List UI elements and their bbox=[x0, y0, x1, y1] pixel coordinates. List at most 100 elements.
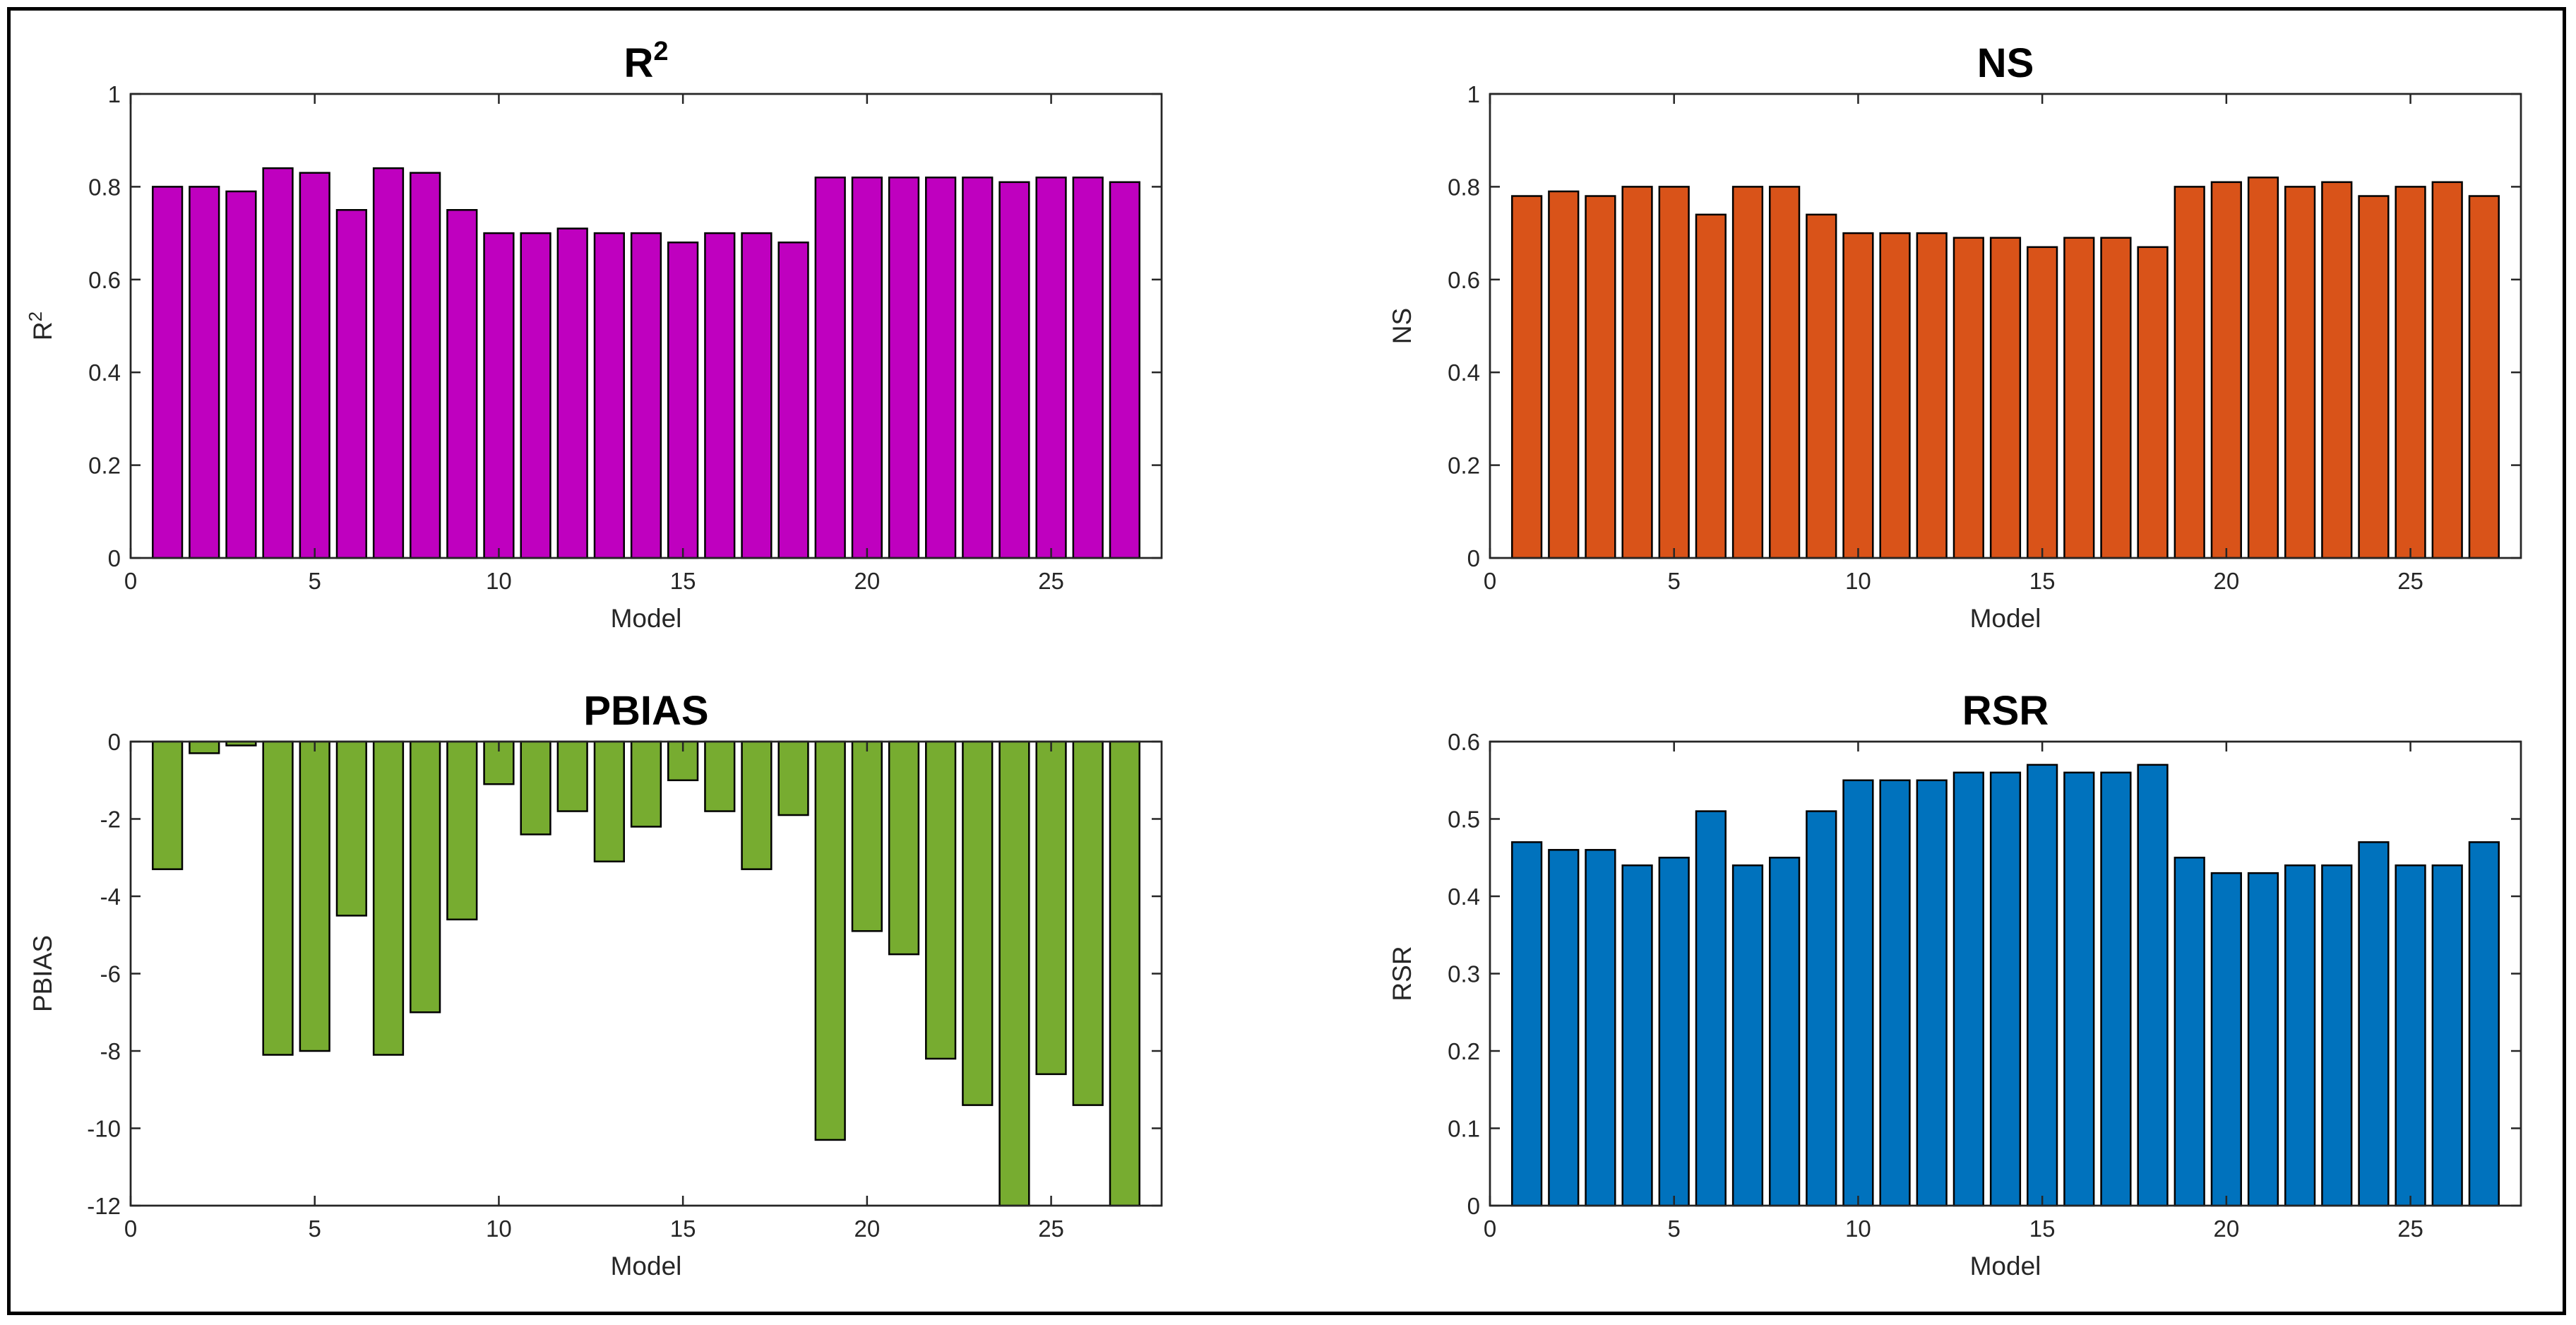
bar-model-13 bbox=[1952, 237, 1984, 559]
y-tick-label: -10 bbox=[87, 1116, 121, 1142]
bar-model-17 bbox=[2100, 237, 2132, 559]
bar-model-4 bbox=[1621, 864, 1653, 1207]
bar-model-11 bbox=[520, 740, 551, 836]
y-tick-label: 0 bbox=[108, 545, 121, 571]
bar-model-5 bbox=[1658, 186, 1690, 559]
y-tick-label: 0.6 bbox=[1448, 729, 1480, 755]
bar-model-4 bbox=[262, 740, 294, 1056]
x-tick-label: 25 bbox=[1038, 568, 1064, 594]
bar-model-18 bbox=[2137, 763, 2169, 1207]
x-tick-label: 5 bbox=[1668, 568, 1681, 594]
x-tick-label: 20 bbox=[2213, 1216, 2239, 1242]
y-tick-label: 0 bbox=[1467, 1193, 1480, 1219]
bar-model-20 bbox=[2210, 181, 2242, 559]
bar-model-2 bbox=[1548, 849, 1580, 1207]
y-tick-label: 0.2 bbox=[1448, 1038, 1480, 1064]
bar-model-27 bbox=[1109, 740, 1140, 1207]
bar-model-13 bbox=[1952, 771, 1984, 1207]
bar-model-22 bbox=[2284, 864, 2316, 1207]
bar-model-25 bbox=[1035, 740, 1067, 1076]
bar-model-12 bbox=[556, 227, 588, 559]
bar-model-26 bbox=[1072, 177, 1104, 559]
x-tick-label: 15 bbox=[670, 1216, 696, 1242]
bar-model-24 bbox=[998, 740, 1030, 1207]
bar-model-16 bbox=[2063, 237, 2095, 559]
bar-model-10 bbox=[1842, 232, 1874, 559]
bar-model-19 bbox=[814, 177, 846, 559]
x-tick-label: 20 bbox=[854, 568, 880, 594]
bar-model-19 bbox=[2174, 857, 2205, 1207]
x-tick-label: 0 bbox=[1484, 568, 1496, 594]
y-tick-label: 1 bbox=[108, 81, 121, 107]
bar-model-2 bbox=[1548, 190, 1580, 559]
bar-model-12 bbox=[1916, 232, 1948, 559]
bar-model-18 bbox=[777, 740, 809, 816]
bar-model-22 bbox=[925, 177, 957, 559]
bar-model-4 bbox=[1621, 186, 1653, 559]
bar-model-7 bbox=[1731, 864, 1764, 1207]
y-tick-label: 0.3 bbox=[1448, 961, 1480, 987]
bar-model-20 bbox=[2210, 872, 2242, 1207]
chart-title: PBIAS bbox=[583, 688, 708, 734]
bar-model-23 bbox=[962, 177, 994, 559]
bar-model-17 bbox=[741, 740, 773, 870]
x-tick-label: 5 bbox=[1668, 1216, 1681, 1242]
bar-model-23 bbox=[2321, 864, 2353, 1207]
bar-model-20 bbox=[851, 740, 883, 932]
y-tick-label: 0 bbox=[1467, 545, 1480, 571]
bar-model-11 bbox=[1879, 779, 1911, 1207]
y-axis-label: R2 bbox=[25, 311, 57, 340]
chart-ns: 0 5 10 15 20 25 0 0.2 0.4 0.6 0.8 1 NS Model NS bbox=[1388, 40, 2522, 633]
axes-outline bbox=[1489, 93, 2522, 559]
bar-model-6 bbox=[1695, 810, 1727, 1207]
bar-model-21 bbox=[888, 740, 920, 956]
bar-model-22 bbox=[925, 740, 957, 1060]
bar-model-25 bbox=[1035, 177, 1067, 559]
y-tick-label: 0.2 bbox=[1448, 453, 1480, 479]
bar-model-13 bbox=[593, 232, 625, 559]
chart-pbias: 0 5 10 15 20 25 -12 -10 -8 -6 -4 -2 0 PBIAS Model PBIAS bbox=[28, 688, 1163, 1281]
bar-model-19 bbox=[2174, 186, 2205, 559]
bar-model-14 bbox=[630, 232, 662, 559]
title-superscript: 2 bbox=[653, 37, 668, 66]
y-axis-label: NS bbox=[1388, 308, 1417, 344]
bar-model-3 bbox=[225, 190, 257, 559]
bar-model-16 bbox=[2063, 771, 2095, 1207]
y-tick-label: -4 bbox=[100, 884, 121, 910]
chart-rsr: 0 5 10 15 20 25 0 0.1 0.2 0.3 0.4 0.5 0.6 RSR Model RSR bbox=[1388, 688, 2522, 1281]
y-tick-label: -8 bbox=[100, 1038, 121, 1064]
y-tick-label: 1 bbox=[1467, 81, 1480, 107]
bar-model-9 bbox=[446, 209, 478, 559]
bar-model-18 bbox=[2137, 246, 2169, 559]
x-tick-label: 5 bbox=[309, 568, 321, 594]
bar-model-11 bbox=[520, 232, 551, 559]
bar-model-26 bbox=[2431, 181, 2463, 559]
bar-model-1 bbox=[1511, 195, 1543, 559]
bar-model-27 bbox=[1109, 181, 1140, 559]
bar-model-10 bbox=[483, 232, 515, 559]
bar-model-21 bbox=[888, 177, 920, 559]
bar-model-15 bbox=[2027, 763, 2058, 1207]
bar-model-2 bbox=[189, 186, 220, 559]
bar-model-16 bbox=[704, 740, 736, 812]
x-tick-label: 15 bbox=[670, 568, 696, 594]
bar-model-2 bbox=[189, 740, 220, 754]
bar-model-21 bbox=[2247, 872, 2279, 1207]
chart-title: RSR bbox=[1962, 688, 2049, 734]
x-tick-label: 20 bbox=[854, 1216, 880, 1242]
bar-model-26 bbox=[1072, 740, 1104, 1106]
bar-model-3 bbox=[1585, 195, 1616, 559]
bar-model-14 bbox=[630, 740, 662, 828]
bar-model-12 bbox=[556, 740, 588, 812]
bar-model-19 bbox=[814, 740, 846, 1141]
chart-r2: 0 5 10 15 20 25 0 0.2 0.4 0.6 0.8 1 R2 Model R2 bbox=[25, 37, 1163, 633]
bar-model-7 bbox=[372, 740, 405, 1056]
bar-model-14 bbox=[1989, 237, 2022, 559]
y-tick-label: 0.4 bbox=[1448, 360, 1480, 386]
x-tick-label: 0 bbox=[124, 1216, 137, 1242]
x-tick-label: 5 bbox=[309, 1216, 321, 1242]
x-tick-label: 10 bbox=[486, 1216, 512, 1242]
x-tick-label: 10 bbox=[1845, 1216, 1871, 1242]
bar-model-24 bbox=[998, 181, 1030, 559]
